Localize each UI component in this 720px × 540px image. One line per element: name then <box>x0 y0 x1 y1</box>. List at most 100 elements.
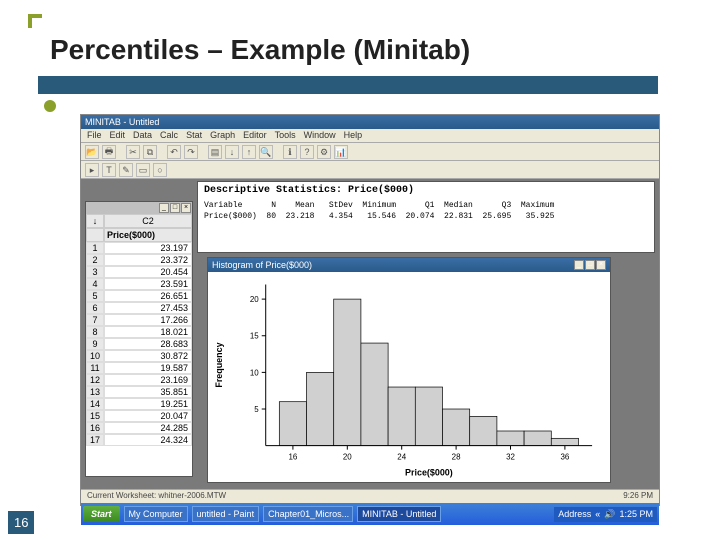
cell-value[interactable]: 28.683 <box>104 338 192 350</box>
calc-icon[interactable]: ⚙ <box>317 145 331 159</box>
taskbar-item-mycomputer[interactable]: My Computer <box>124 506 188 522</box>
svg-text:36: 36 <box>560 453 569 462</box>
svg-text:15: 15 <box>250 332 259 341</box>
cell-value[interactable]: 17.266 <box>104 314 192 326</box>
minitab-screenshot: MINITAB - Untitled File Edit Data Calc S… <box>80 114 660 506</box>
brush-icon[interactable]: ✎ <box>119 163 133 177</box>
app-toolbar-2: ▸ T ✎ ▭ ○ <box>81 161 659 179</box>
menu-help[interactable]: Help <box>344 130 363 141</box>
menu-file[interactable]: File <box>87 130 102 141</box>
row-number: 2 <box>86 254 104 266</box>
histogram-titlebar: Histogram of Price($000) _ □ × <box>208 258 610 272</box>
statusbar: Current Worksheet: whitner-2006.MTW 9:26… <box>81 489 659 503</box>
start-button[interactable]: Start <box>83 506 120 522</box>
menu-stat[interactable]: Stat <box>186 130 202 141</box>
close-icon[interactable]: × <box>596 260 606 270</box>
taskbar-item-paint[interactable]: untitled - Paint <box>192 506 260 522</box>
session-icon[interactable]: ▤ <box>208 145 222 159</box>
cell-value[interactable]: 23.591 <box>104 278 192 290</box>
slide-page-number: 16 <box>8 511 34 534</box>
app-title-text: MINITAB - Untitled <box>85 117 159 127</box>
tray-vol-icon[interactable]: 🔊 <box>604 509 615 520</box>
open-icon[interactable]: 📂 <box>85 145 99 159</box>
table-row: 1335.851 <box>86 386 192 398</box>
info-icon[interactable]: ℹ <box>283 145 297 159</box>
circle-icon[interactable]: ○ <box>153 163 167 177</box>
cell-value[interactable]: 18.021 <box>104 326 192 338</box>
redo-icon[interactable]: ↷ <box>184 145 198 159</box>
taskbar: Start My Computer untitled - Paint Chapt… <box>81 503 659 525</box>
menu-data[interactable]: Data <box>133 130 152 141</box>
menu-window[interactable]: Window <box>304 130 336 141</box>
cell-value[interactable]: 26.651 <box>104 290 192 302</box>
worksheet-corner: ↓ <box>86 214 104 228</box>
menu-tools[interactable]: Tools <box>275 130 296 141</box>
menu-calc[interactable]: Calc <box>160 130 178 141</box>
slide-underline <box>38 76 658 94</box>
cut-icon[interactable]: ✂ <box>126 145 140 159</box>
cell-value[interactable]: 35.851 <box>104 386 192 398</box>
session-output: Variable N Mean StDev Minimum Q1 Median … <box>198 198 654 224</box>
row-number: 3 <box>86 266 104 278</box>
worksheet-header: ↓ C2 <box>86 214 192 228</box>
svg-text:5: 5 <box>254 405 259 414</box>
maximize-icon[interactable]: □ <box>170 203 180 213</box>
taskbar-item-excel[interactable]: Chapter01_Micros... <box>263 506 353 522</box>
dnarrow-icon[interactable]: ↓ <box>225 145 239 159</box>
cell-value[interactable]: 23.169 <box>104 374 192 386</box>
help-icon[interactable]: ? <box>300 145 314 159</box>
cell-value[interactable]: 23.372 <box>104 254 192 266</box>
minimize-icon[interactable]: _ <box>159 203 169 213</box>
cell-value[interactable]: 20.454 <box>104 266 192 278</box>
column-label[interactable]: Price($000) <box>104 228 192 242</box>
graph-icon[interactable]: 📊 <box>334 145 348 159</box>
session-window: Descriptive Statistics: Price($000) Vari… <box>197 181 655 253</box>
rect-icon[interactable]: ▭ <box>136 163 150 177</box>
menu-graph[interactable]: Graph <box>210 130 235 141</box>
menu-edit[interactable]: Edit <box>110 130 126 141</box>
histogram-chart: 5101520162024283236Price($000)Frequency <box>208 272 610 480</box>
row-number: 12 <box>86 374 104 386</box>
table-row: 423.591 <box>86 278 192 290</box>
session-header-row: Variable N Mean StDev Minimum Q1 Median … <box>204 201 554 210</box>
app-toolbar: 📂 🖶 ✂ ⧉ ↶ ↷ ▤ ↓ ↑ 🔍 ℹ ? ⚙ 📊 <box>81 143 659 161</box>
table-row: 717.266 <box>86 314 192 326</box>
histogram-title-text: Histogram of Price($000) <box>212 260 312 270</box>
row-number: 14 <box>86 398 104 410</box>
minimize-icon[interactable]: _ <box>574 260 584 270</box>
worksheet-window: _ □ × ↓ C2 Price($000) 123.197223.372320… <box>85 201 193 477</box>
row-number: 9 <box>86 338 104 350</box>
undo-icon[interactable]: ↶ <box>167 145 181 159</box>
cell-value[interactable]: 27.453 <box>104 302 192 314</box>
table-row: 1724.324 <box>86 434 192 446</box>
table-row: 627.453 <box>86 302 192 314</box>
cell-value[interactable]: 24.285 <box>104 422 192 434</box>
text-icon[interactable]: T <box>102 163 116 177</box>
tray-chevron-icon[interactable]: « <box>595 509 600 519</box>
copy-icon[interactable]: ⧉ <box>143 145 157 159</box>
row-number: 8 <box>86 326 104 338</box>
pointer-icon[interactable]: ▸ <box>85 163 99 177</box>
cell-value[interactable]: 23.197 <box>104 242 192 254</box>
svg-text:20: 20 <box>250 295 259 304</box>
close-icon[interactable]: × <box>181 203 191 213</box>
cell-value[interactable]: 19.251 <box>104 398 192 410</box>
svg-text:24: 24 <box>397 453 406 462</box>
row-number: 6 <box>86 302 104 314</box>
cell-value[interactable]: 30.872 <box>104 350 192 362</box>
cell-value[interactable]: 19.587 <box>104 362 192 374</box>
find-icon[interactable]: 🔍 <box>259 145 273 159</box>
uparrow-icon[interactable]: ↑ <box>242 145 256 159</box>
table-row: 818.021 <box>86 326 192 338</box>
print-icon[interactable]: 🖶 <box>102 145 116 159</box>
menu-editor[interactable]: Editor <box>243 130 267 141</box>
table-row: 123.197 <box>86 242 192 254</box>
row-number: 7 <box>86 314 104 326</box>
maximize-icon[interactable]: □ <box>585 260 595 270</box>
taskbar-item-minitab[interactable]: MINITAB - Untitled <box>357 506 441 522</box>
cell-value[interactable]: 20.047 <box>104 410 192 422</box>
row-number: 10 <box>86 350 104 362</box>
cell-value[interactable]: 24.324 <box>104 434 192 446</box>
histogram-window: Histogram of Price($000) _ □ × 510152016… <box>207 257 611 483</box>
column-id[interactable]: C2 <box>104 214 192 228</box>
